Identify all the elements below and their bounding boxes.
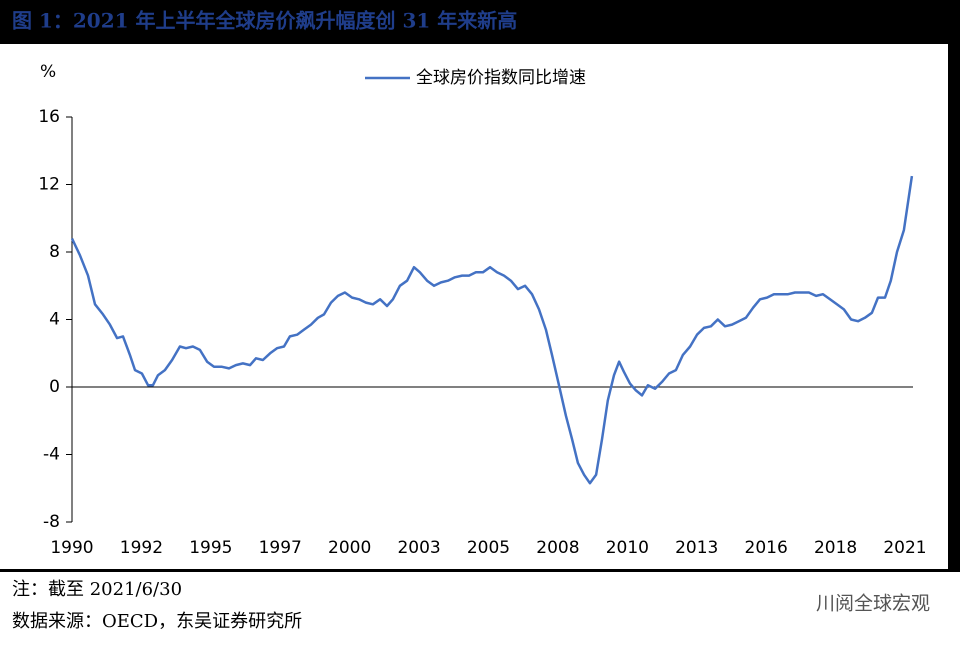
note: 注：截至 2021/6/30 [12,579,182,600]
footer-rule [0,569,960,572]
x-tick-label: 2005 [467,538,510,558]
y-tick-label: 0 [49,377,60,397]
source: 数据来源：OECD，东吴证券研究所 [12,611,302,632]
x-tick-label: 2003 [397,538,440,558]
y-tick-label: 16 [38,107,60,127]
y-tick-label: -8 [43,512,60,532]
y-tick-label: 4 [49,310,60,330]
chart-title: 图 1：2021 年上半年全球房价飙升幅度创 31 年来新高 [12,9,517,33]
x-tick-label: 2013 [675,538,718,558]
y-tick-label: -4 [43,445,60,465]
x-tick-label: 2008 [536,538,579,558]
y-axis-label: % [40,62,56,82]
watermark: 川阅全球宏观 [816,593,930,615]
x-tick-label: 1992 [120,538,163,558]
x-tick-label: 1990 [50,538,93,558]
x-tick-label: 2018 [814,538,857,558]
line-series [70,175,914,485]
title-bar [0,0,960,44]
x-tick-label: 2021 [883,538,926,558]
legend-label: 全球房价指数同比增速 [416,68,586,88]
x-tick-label: 2010 [606,538,649,558]
x-tick-label: 1995 [189,538,232,558]
x-tick-label: 2016 [745,538,788,558]
x-tick-label: 1997 [259,538,302,558]
right-edge [948,44,960,570]
y-tick-label: 8 [49,242,60,262]
x-tick-label: 2000 [328,538,371,558]
y-tick-label: 12 [38,175,60,195]
